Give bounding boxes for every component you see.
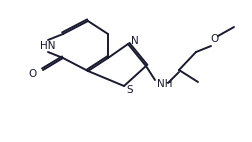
Text: O: O <box>211 34 219 44</box>
Text: O: O <box>29 69 37 79</box>
Text: NH: NH <box>157 79 173 89</box>
Text: N: N <box>131 36 139 46</box>
Text: S: S <box>126 85 133 95</box>
Text: HN: HN <box>40 41 55 51</box>
